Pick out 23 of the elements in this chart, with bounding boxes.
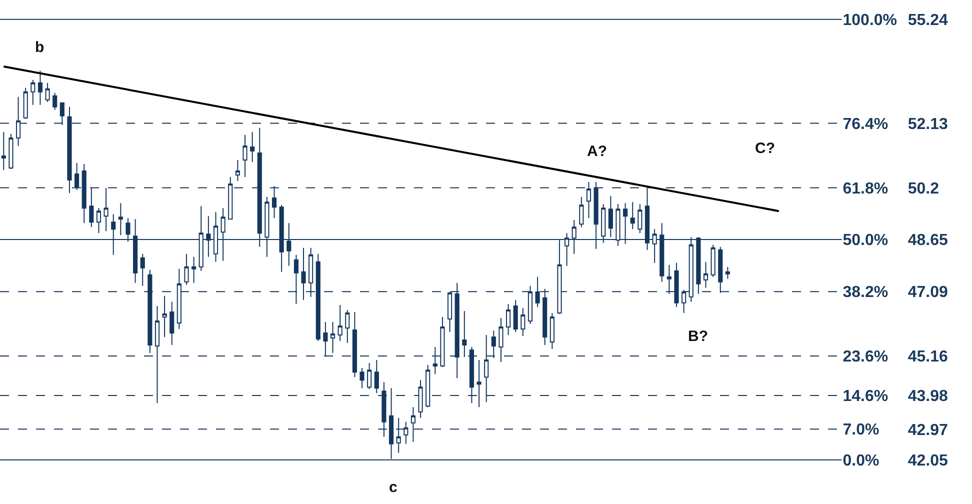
y2-tick-label: 38.2% (842, 284, 888, 302)
y2-tick-label: 14.6% (842, 388, 888, 406)
y2-tick-label: 23.6% (842, 348, 888, 366)
y-tick-label: 55.24 (908, 12, 948, 29)
y-tick-label: 48.65 (908, 232, 948, 250)
y-tick-label: 43.98 (908, 388, 948, 406)
y2-tick-label: 61.8% (842, 180, 888, 198)
y2-tick-label: 0.0% (842, 452, 880, 470)
y2-tick-label: 50.0% (842, 232, 888, 250)
y-tick-label: 42.97 (908, 422, 948, 439)
annotation: C? (755, 140, 775, 157)
annotation: c (389, 479, 398, 496)
y2-tick-label: 76.4% (842, 116, 888, 133)
y-tick-label: 50.2 (908, 180, 940, 198)
y-tick-label: 42.05 (908, 452, 948, 470)
y-tick-label: 52.13 (908, 116, 948, 133)
annotation: B? (688, 328, 708, 345)
annotation: b (35, 39, 44, 56)
y-tick-label: 45.16 (908, 348, 948, 366)
y2-tick-label: 7.0% (842, 422, 880, 439)
y-tick-label: 47.09 (908, 284, 948, 302)
y2-tick-label: 100.0% (842, 12, 898, 29)
annotation: A? (587, 143, 607, 160)
